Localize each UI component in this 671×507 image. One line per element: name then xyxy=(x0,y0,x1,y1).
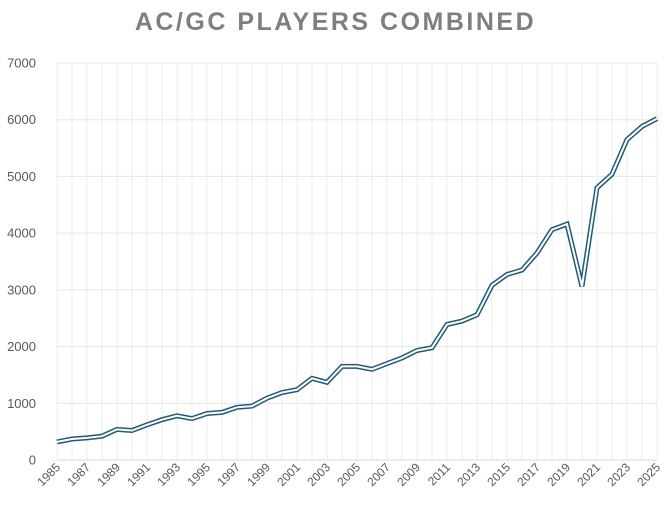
data-point-1991 xyxy=(145,423,149,427)
data-point-1995 xyxy=(205,411,209,415)
data-point-1997 xyxy=(235,405,239,409)
x-tick-label-2019: 2019 xyxy=(544,460,573,489)
x-tick-label-1993: 1993 xyxy=(154,460,183,489)
data-point-1988 xyxy=(100,434,104,438)
data-point-1996 xyxy=(220,410,224,414)
x-tick-label-1987: 1987 xyxy=(64,460,93,489)
data-point-2011 xyxy=(445,322,449,326)
y-tick-label-4000: 4000 xyxy=(7,226,36,241)
x-tick-label-2011: 2011 xyxy=(425,460,453,488)
x-tick-label-1991: 1991 xyxy=(124,460,153,489)
y-tick-label-1000: 1000 xyxy=(7,396,36,411)
data-point-1990 xyxy=(130,429,134,433)
data-point-2024 xyxy=(640,125,644,129)
data-point-2014 xyxy=(490,283,494,287)
data-point-2019 xyxy=(565,222,569,226)
data-point-2022 xyxy=(610,172,614,176)
data-point-2017 xyxy=(535,251,539,255)
data-point-1986 xyxy=(70,437,74,441)
data-point-1992 xyxy=(160,418,164,422)
x-tick-label-2009: 2009 xyxy=(394,460,423,489)
data-point-1998 xyxy=(250,404,254,408)
data-point-1993 xyxy=(175,414,179,418)
data-point-2001 xyxy=(295,388,299,392)
data-point-2000 xyxy=(280,391,284,395)
x-tick-label-2001: 2001 xyxy=(274,460,303,489)
data-point-2005 xyxy=(355,364,359,368)
data-point-2013 xyxy=(475,313,479,317)
data-point-2008 xyxy=(400,356,404,360)
data-point-2023 xyxy=(625,138,629,142)
x-tick-label-2003: 2003 xyxy=(304,460,333,489)
data-point-2018 xyxy=(550,228,554,232)
data-point-2021 xyxy=(595,186,599,190)
series-players-combined xyxy=(55,116,659,445)
x-tick-label-2025: 2025 xyxy=(634,460,663,489)
data-point-2015 xyxy=(505,273,509,277)
y-tick-label-7000: 7000 xyxy=(7,56,36,71)
data-point-2025 xyxy=(655,117,659,121)
x-tick-label-2015: 2015 xyxy=(484,460,513,489)
data-point-1985 xyxy=(55,440,59,444)
y-tick-label-5000: 5000 xyxy=(7,169,36,184)
y-tick-label-3000: 3000 xyxy=(7,282,36,297)
x-tick-label-1999: 1999 xyxy=(244,460,273,489)
y-axis-tick-labels: 0 1000 2000 3000 4000 5000 6000 7000 xyxy=(7,56,36,468)
x-tick-label-1995: 1995 xyxy=(184,460,213,489)
data-point-1999 xyxy=(265,396,269,400)
y-tick-label-6000: 6000 xyxy=(7,112,36,127)
series-line-inner xyxy=(56,117,658,443)
data-point-2004 xyxy=(340,364,344,368)
x-tick-label-2023: 2023 xyxy=(604,460,633,489)
data-point-1989 xyxy=(115,427,119,431)
data-point-2003 xyxy=(325,380,329,384)
chart-title: AC/GC PLAYERS COMBINED xyxy=(134,8,537,36)
data-point-2012 xyxy=(460,319,464,323)
x-tick-label-2007: 2007 xyxy=(364,460,393,489)
data-point-2009 xyxy=(415,349,419,353)
x-tick-label-1997: 1997 xyxy=(214,460,243,489)
x-tick-label-1989: 1989 xyxy=(94,460,123,489)
data-point-2006 xyxy=(370,367,374,371)
data-point-2016 xyxy=(520,268,524,272)
data-point-1987 xyxy=(85,436,89,440)
data-point-2010 xyxy=(430,346,434,350)
x-tick-label-1985: 1985 xyxy=(34,460,63,489)
y-tick-label-0: 0 xyxy=(29,453,36,468)
x-axis-tick-labels: 1985 1987 1989 1991 1993 1995 1997 1999 2001 2003… xyxy=(34,460,663,489)
y-tick-label-2000: 2000 xyxy=(7,339,36,354)
x-tick-label-2021: 2021 xyxy=(574,460,603,489)
data-point-2007 xyxy=(385,362,389,366)
x-tick-label-2017: 2017 xyxy=(514,460,543,489)
data-point-2002 xyxy=(310,376,314,380)
data-point-2020 xyxy=(580,284,584,288)
x-tick-label-2005: 2005 xyxy=(334,460,363,489)
x-tick-label-2013: 2013 xyxy=(454,460,483,489)
vertical-gridlines xyxy=(56,63,658,460)
data-point-1994 xyxy=(190,417,194,421)
